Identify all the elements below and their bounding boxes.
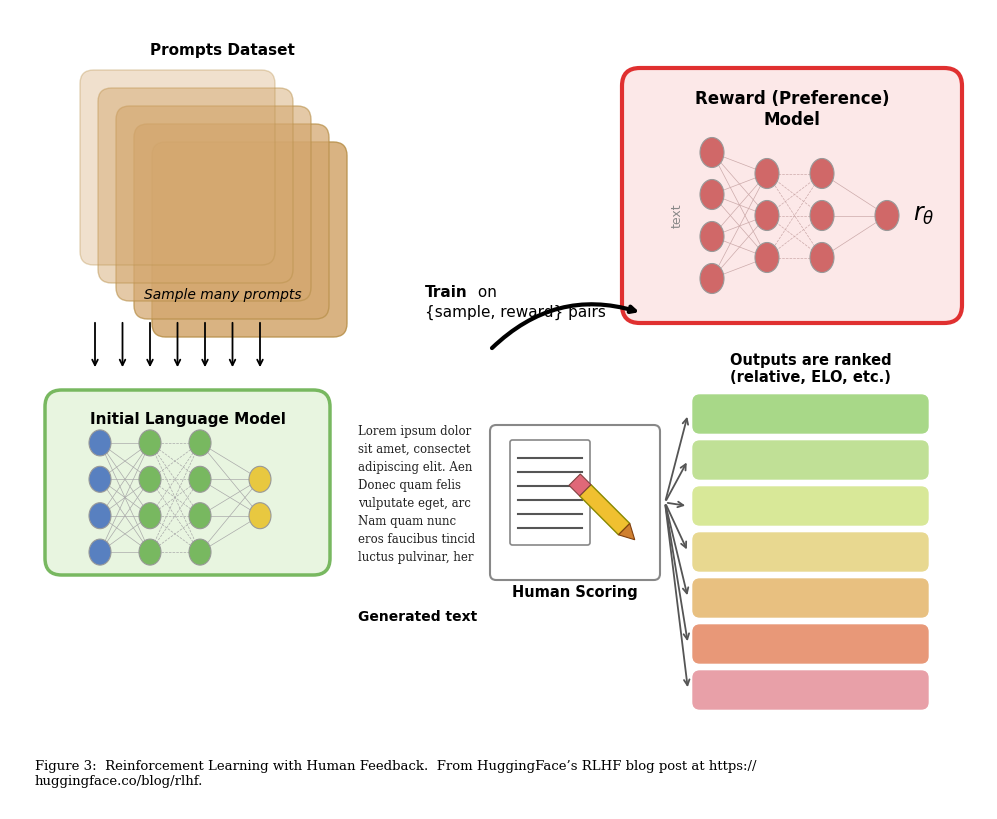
Text: Human Scoring: Human Scoring	[512, 585, 638, 600]
Text: Outputs are ranked
(relative, ELO, etc.): Outputs are ranked (relative, ELO, etc.)	[730, 353, 891, 386]
Polygon shape	[569, 474, 591, 496]
Text: Prompts Dataset: Prompts Dataset	[151, 43, 295, 58]
Polygon shape	[579, 485, 630, 535]
FancyBboxPatch shape	[98, 88, 293, 283]
Ellipse shape	[89, 503, 111, 529]
Ellipse shape	[755, 201, 779, 230]
Ellipse shape	[810, 201, 834, 230]
Ellipse shape	[249, 466, 271, 492]
Ellipse shape	[139, 539, 161, 565]
Ellipse shape	[189, 503, 211, 529]
FancyBboxPatch shape	[693, 579, 928, 617]
FancyBboxPatch shape	[693, 487, 928, 525]
Ellipse shape	[189, 430, 211, 456]
FancyBboxPatch shape	[693, 625, 928, 663]
Ellipse shape	[755, 242, 779, 273]
Text: Initial Language Model: Initial Language Model	[90, 412, 285, 427]
Ellipse shape	[700, 264, 724, 293]
FancyBboxPatch shape	[152, 142, 347, 337]
FancyBboxPatch shape	[693, 441, 928, 479]
FancyBboxPatch shape	[622, 68, 962, 323]
Ellipse shape	[139, 503, 161, 529]
Text: Generated text: Generated text	[358, 610, 478, 624]
Ellipse shape	[810, 159, 834, 188]
Ellipse shape	[139, 430, 161, 456]
FancyBboxPatch shape	[693, 533, 928, 571]
Ellipse shape	[810, 242, 834, 273]
Ellipse shape	[700, 221, 724, 251]
FancyBboxPatch shape	[45, 390, 330, 575]
Text: $r_\theta$: $r_\theta$	[913, 203, 935, 228]
Text: Figure 3:  Reinforcement Learning with Human Feedback.  From HuggingFace’s RLHF : Figure 3: Reinforcement Learning with Hu…	[35, 760, 757, 788]
FancyBboxPatch shape	[693, 395, 928, 433]
Ellipse shape	[700, 179, 724, 210]
FancyBboxPatch shape	[490, 425, 660, 580]
Text: {sample, reward} pairs: {sample, reward} pairs	[425, 305, 606, 320]
FancyBboxPatch shape	[116, 106, 311, 301]
Text: Sample many prompts: Sample many prompts	[144, 288, 301, 302]
Polygon shape	[618, 523, 635, 540]
Ellipse shape	[89, 539, 111, 565]
Text: on: on	[473, 285, 497, 300]
Text: text: text	[671, 203, 684, 228]
FancyBboxPatch shape	[510, 440, 590, 545]
Text: Reward (Preference)
Model: Reward (Preference) Model	[695, 90, 889, 129]
Text: Lorem ipsum dolor
sit amet, consectet
adipiscing elit. Aen
Donec quam felis
vulp: Lorem ipsum dolor sit amet, consectet ad…	[358, 425, 476, 564]
Ellipse shape	[875, 201, 899, 230]
Ellipse shape	[89, 430, 111, 456]
Ellipse shape	[700, 138, 724, 168]
Ellipse shape	[755, 159, 779, 188]
Ellipse shape	[89, 466, 111, 492]
Ellipse shape	[249, 503, 271, 529]
FancyBboxPatch shape	[134, 124, 329, 319]
Ellipse shape	[189, 539, 211, 565]
FancyBboxPatch shape	[693, 671, 928, 709]
FancyBboxPatch shape	[80, 70, 275, 265]
Ellipse shape	[139, 466, 161, 492]
Text: Train: Train	[425, 285, 468, 300]
Ellipse shape	[189, 466, 211, 492]
